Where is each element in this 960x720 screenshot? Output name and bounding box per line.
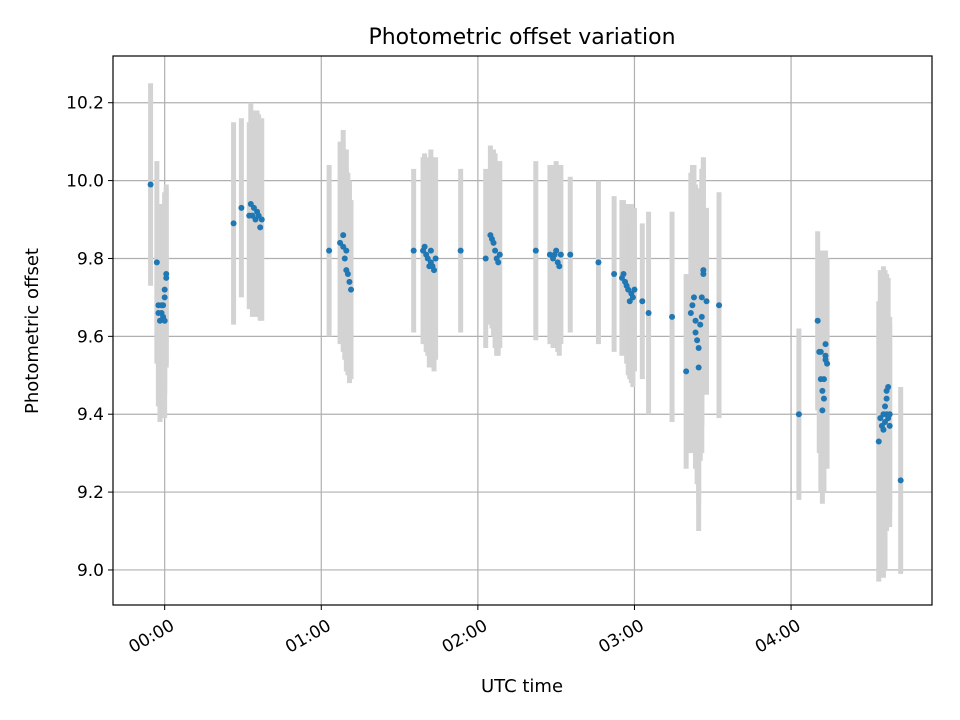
data-point	[820, 376, 827, 383]
x-tick-label: 00:00	[126, 616, 178, 658]
data-point	[620, 271, 627, 278]
data-point	[326, 247, 333, 254]
data-point	[567, 251, 574, 258]
data-point	[343, 247, 350, 254]
data-point	[341, 255, 348, 262]
data-point	[692, 329, 699, 336]
data-point	[348, 286, 355, 293]
x-axis: 00:00 01:00 02:00 03:00 04:00	[126, 605, 804, 658]
data-point	[822, 341, 829, 348]
data-point	[153, 259, 160, 266]
data-point	[885, 383, 892, 390]
data-point	[819, 407, 826, 414]
y-tick-label: 10.0	[66, 172, 104, 192]
x-tick-label: 03:00	[595, 616, 647, 658]
data-point	[457, 247, 464, 254]
data-point	[814, 317, 821, 324]
x-tick-label: 01:00	[282, 616, 334, 658]
data-point	[882, 403, 889, 410]
y-tick-label: 9.8	[77, 249, 104, 269]
data-point	[595, 259, 602, 266]
data-point	[716, 302, 723, 309]
data-point	[421, 243, 428, 250]
data-point	[410, 247, 417, 254]
y-tick-label: 10.2	[66, 94, 104, 114]
data-point	[611, 271, 618, 278]
data-point	[432, 255, 439, 262]
data-point	[431, 267, 438, 274]
data-point	[258, 216, 265, 223]
x-tick-label: 02:00	[439, 616, 491, 658]
data-point	[340, 232, 347, 239]
data-point	[645, 309, 652, 316]
data-point	[344, 271, 351, 278]
data-point	[161, 286, 168, 293]
data-points	[147, 181, 904, 484]
data-point	[161, 294, 168, 301]
y-tick-label: 9.0	[77, 561, 104, 581]
data-point	[897, 477, 904, 484]
data-point	[556, 263, 563, 270]
data-point	[482, 255, 489, 262]
data-point	[147, 181, 154, 188]
y-axis: 9.0 9.2 9.4 9.6 9.8 10.0 10.2	[66, 94, 113, 581]
data-point	[819, 387, 826, 394]
data-point	[532, 247, 539, 254]
data-point	[886, 411, 893, 418]
data-point	[496, 251, 503, 258]
data-point	[557, 251, 564, 258]
data-point	[631, 286, 638, 293]
y-tick-label: 9.4	[77, 405, 104, 425]
data-point	[683, 368, 690, 375]
data-point	[492, 247, 499, 254]
data-point	[817, 348, 824, 355]
data-point	[700, 271, 707, 278]
data-point	[346, 278, 353, 285]
data-point	[692, 317, 699, 324]
data-point	[824, 360, 831, 367]
y-tick-label: 9.6	[77, 327, 104, 347]
data-point	[238, 204, 245, 211]
data-point	[880, 426, 887, 433]
data-point	[883, 395, 890, 402]
data-point	[163, 274, 170, 281]
data-point	[257, 224, 264, 231]
plot-frame	[112, 55, 933, 606]
data-point	[875, 438, 882, 445]
data-point	[629, 294, 636, 301]
data-point	[230, 220, 237, 227]
data-point	[886, 422, 893, 429]
data-point	[698, 294, 705, 301]
data-point	[490, 239, 497, 246]
data-point	[689, 302, 696, 309]
data-point	[697, 321, 704, 328]
data-point	[161, 317, 168, 324]
data-point	[669, 313, 676, 320]
data-point	[687, 309, 694, 316]
chart-title: Photometric offset variation	[368, 25, 675, 50]
data-point	[703, 298, 710, 305]
data-point	[698, 313, 705, 320]
data-point	[639, 298, 646, 305]
data-point	[694, 337, 701, 344]
y-axis-label: Photometric offset	[22, 248, 43, 414]
y-tick-label: 9.2	[77, 483, 104, 503]
data-point	[695, 345, 702, 352]
data-point	[160, 302, 167, 309]
data-point	[695, 364, 702, 371]
data-point	[427, 247, 434, 254]
data-point	[820, 395, 827, 402]
data-point	[495, 259, 502, 266]
data-point	[795, 411, 802, 418]
data-point	[553, 247, 560, 254]
x-axis-label: UTC time	[481, 676, 563, 697]
error-bars	[148, 83, 904, 582]
data-point	[690, 294, 697, 301]
x-tick-label: 04:00	[752, 616, 804, 658]
